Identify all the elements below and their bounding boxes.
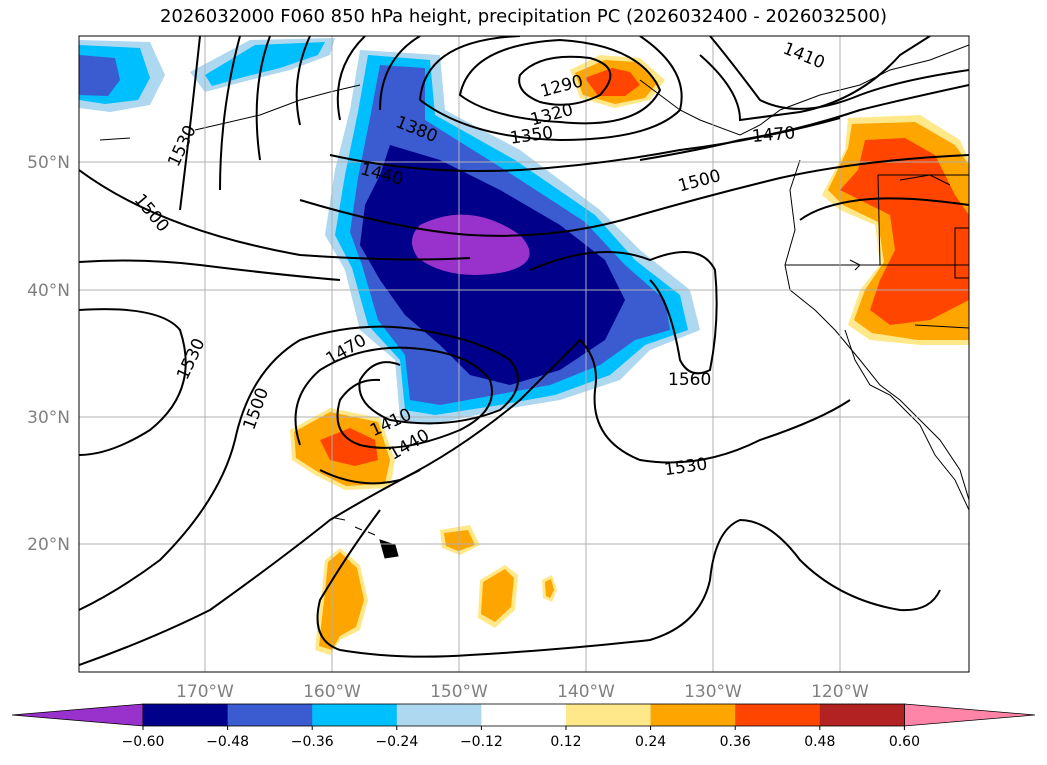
lat-tick-label: 20°N [27,535,70,555]
map-title: 2026032000 F060 850 hPa height, precipit… [159,6,888,27]
coastlines [99,44,969,559]
lon-tick-label: 150°W [430,682,488,702]
lon-tick-label: 130°W [684,682,742,702]
lon-tick-label: 160°W [303,682,361,702]
contour-label: 1470 [751,123,796,147]
colorbar-tick-label: 0.48 [804,734,835,750]
colorbar-tick-label: −0.60 [122,734,165,750]
colorbar-swatch [566,704,652,726]
lon-tick-labels: 170°W 160°W 150°W 140°W 130°W 120°W [176,682,869,702]
colorbar-tick-label: 0.60 [889,734,920,750]
colorbar-extend-high [904,703,1036,727]
colorbar-tick-label: 0.36 [720,734,751,750]
lat-tick-label: 30°N [27,408,70,428]
positive-anomaly-regions [290,55,969,655]
colorbar-tick-label: −0.36 [291,734,334,750]
colorbar-tick-label: −0.48 [206,734,249,750]
colorbar-swatch [143,704,229,726]
colorbar-tick-label: −0.12 [460,734,503,750]
map-frame [78,35,970,673]
colorbar-swatch [481,704,567,726]
colorbar-extend-low [11,703,144,727]
lon-tick-label: 120°W [811,682,869,702]
colorbar-swatch [312,704,398,726]
colorbar-swatch [396,704,482,726]
colorbar-swatch [735,704,821,726]
height-contours [79,36,969,666]
colorbar: −0.60 −0.48 −0.36 −0.24 −0.12 0.12 0.24 0.36 0.4… [11,703,1036,750]
colorbar-tick-label: 0.24 [635,734,666,750]
colorbar-outline [142,703,905,727]
colorbar-swatch [227,704,313,726]
colorbar-tick-label: 0.12 [550,734,581,750]
colorbar-tick-label: −0.24 [375,734,418,750]
lat-tick-labels: 50°N 40°N 30°N 20°N [27,153,70,555]
lat-tick-label: 40°N [27,281,70,301]
colorbar-swatch [650,704,736,726]
lat-tick-label: 50°N [27,153,70,173]
colorbar-swatch [819,704,905,726]
contour-label: 1560 [668,370,711,390]
lon-tick-label: 140°W [557,682,615,702]
lon-tick-label: 170°W [176,682,234,702]
